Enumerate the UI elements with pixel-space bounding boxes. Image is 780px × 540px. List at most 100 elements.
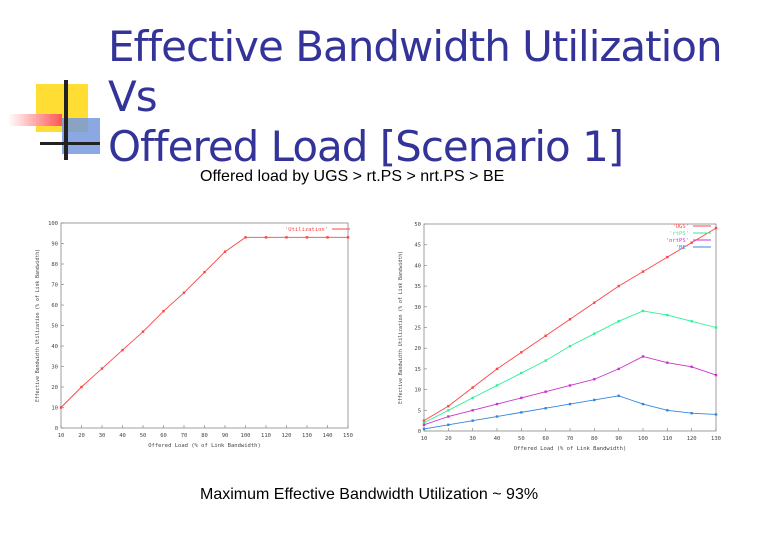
chart-1-legend-label: 'nrtPS'	[666, 238, 689, 244]
chart-1-legend-label: 'BE'	[676, 245, 689, 251]
chart-1-data-point	[568, 384, 572, 387]
deco-blue-square	[62, 118, 100, 154]
deco-horizontal-line	[40, 142, 100, 145]
chart-0-y-tick-label: 80	[51, 262, 58, 268]
chart-0-x-tick-label: 20	[78, 433, 85, 439]
chart-1-data-point	[422, 419, 426, 422]
chart-1-data-point	[447, 423, 450, 426]
chart-0-x-tick-label: 150	[343, 433, 353, 439]
chart-1-data-point	[544, 407, 547, 410]
chart-1-data-point	[495, 367, 499, 371]
deco-red-bar	[8, 114, 62, 126]
chart-0-x-tick-label: 10	[58, 433, 65, 439]
chart-0-y-tick-label: 30	[51, 365, 58, 371]
chart-0-x-tick-label: 60	[160, 433, 167, 439]
chart-0-y-tick-label: 90	[51, 242, 58, 248]
chart-1-data-point	[447, 415, 450, 418]
chart-1-data-point	[593, 378, 596, 381]
chart-1-data-point	[690, 365, 693, 369]
chart-0-x-tick-label: 90	[222, 433, 229, 439]
chart-1-y-tick-label: 35	[414, 284, 421, 290]
deco-vertical-line	[64, 80, 68, 160]
chart-1-data-point	[495, 384, 499, 387]
chart-1-series-line	[423, 227, 717, 422]
chart-1-data-point	[714, 226, 718, 230]
chart-1-y-axis-label: Effective Bandwidth Utilization (% of Li…	[398, 251, 404, 404]
chart-0-data-point	[285, 236, 288, 239]
chart-1-data-point	[690, 320, 693, 323]
chart-1-y-tick-label: 45	[414, 243, 421, 249]
chart-0-data-point	[121, 348, 124, 352]
chart-1-legend-label: 'UGS'	[672, 224, 689, 230]
chart-1-data-point	[471, 396, 474, 400]
chart-1-data-point	[520, 411, 523, 414]
chart-0-data-point	[100, 367, 104, 370]
chart-1-x-tick-label: 30	[469, 436, 476, 442]
chart-1-x-tick-label: 40	[494, 436, 501, 442]
chart-1-data-point	[568, 402, 572, 406]
chart-1-data-point	[422, 427, 426, 431]
chart-1-data-point	[714, 413, 718, 416]
chart-1-data-point	[520, 371, 523, 375]
chart-1-data-point	[422, 423, 426, 426]
chart-1-x-tick-label: 90	[615, 436, 622, 442]
chart-1-legend-label: 'rtPS'	[669, 231, 689, 237]
chart-0-y-tick-label: 20	[51, 385, 58, 391]
chart-1-data-point	[617, 284, 620, 288]
chart-0-series-line	[60, 236, 348, 408]
chart-1-data-point	[690, 241, 693, 244]
chart-1-data-point	[544, 334, 547, 337]
chart-1-data-point	[593, 398, 596, 402]
chart-1-x-tick-label: 60	[542, 436, 549, 442]
chart-1-y-tick-label: 20	[414, 346, 421, 352]
chart-1-data-point	[617, 394, 620, 398]
chart-1-data-point	[544, 390, 547, 393]
chart-0-x-axis-label: Offered Load (% of Link Bandwidth)	[148, 443, 261, 449]
chart-0-y-tick-label: 50	[51, 324, 58, 330]
chart-1-y-tick-label: 50	[414, 222, 421, 228]
chart-1-data-point	[617, 367, 620, 371]
chart-0-y-tick-label: 40	[51, 344, 58, 350]
chart-caption: Maximum Effective Bandwidth Utilization …	[200, 486, 539, 503]
chart-1-data-point	[471, 386, 474, 389]
chart-0-data-point	[141, 330, 145, 333]
chart-1-y-tick-label: 15	[414, 367, 421, 373]
chart-1-x-tick-label: 10	[421, 436, 428, 442]
chart-1-data-point	[568, 318, 572, 321]
chart-0-data-point	[223, 250, 227, 253]
chart-0-x-tick-label: 30	[99, 433, 106, 439]
chart-1-data-point	[422, 421, 426, 424]
chart-1-data-point	[666, 361, 669, 364]
chart-1-data-point	[714, 326, 718, 329]
page-title: Effective Bandwidth Utilization Vs Offer…	[108, 22, 778, 172]
chart-1-data-point	[471, 419, 474, 422]
chart-0-x-tick-label: 120	[282, 433, 292, 439]
chart-0-x-tick-label: 140	[323, 433, 333, 439]
chart-1-data-point	[544, 359, 547, 362]
chart-1-data-point	[447, 404, 450, 408]
chart-0-y-tick-label: 100	[48, 221, 58, 227]
title-line-1: Effective Bandwidth Utilization Vs	[108, 22, 723, 121]
chart-1-x-tick-label: 20	[445, 436, 452, 442]
chart-1-series-line	[423, 356, 717, 426]
chart-1-data-point	[617, 320, 620, 323]
chart-0-plot-frame	[60, 222, 349, 429]
chart-0-y-tick-label: 70	[51, 283, 58, 289]
chart-1-data-point	[520, 396, 523, 400]
chart-1-x-tick-label: 100	[638, 436, 648, 442]
chart-1-data-point	[690, 411, 693, 415]
chart-0-x-tick-label: 70	[181, 433, 188, 439]
chart-1-data-point	[641, 355, 645, 358]
chart-1-data-point	[666, 409, 669, 412]
chart-1-y-tick-label: 25	[414, 326, 421, 332]
chart-0-x-tick-label: 50	[140, 433, 147, 439]
chart-1-y-tick-label: 10	[414, 388, 421, 394]
chart-1-x-tick-label: 110	[662, 436, 672, 442]
chart-0-y-tick-label: 0	[55, 426, 58, 432]
chart-1-y-tick-label: 30	[414, 305, 421, 311]
chart-0-x-tick-label: 110	[261, 433, 271, 439]
chart-0-x-tick-label: 40	[119, 433, 126, 439]
chart-subtitle: Offered load by UGS > rt.PS > nrt.PS > B…	[200, 168, 505, 185]
title-line-2: Offered Load [Scenario 1]	[108, 122, 624, 171]
chart-1-data-point	[593, 301, 596, 304]
